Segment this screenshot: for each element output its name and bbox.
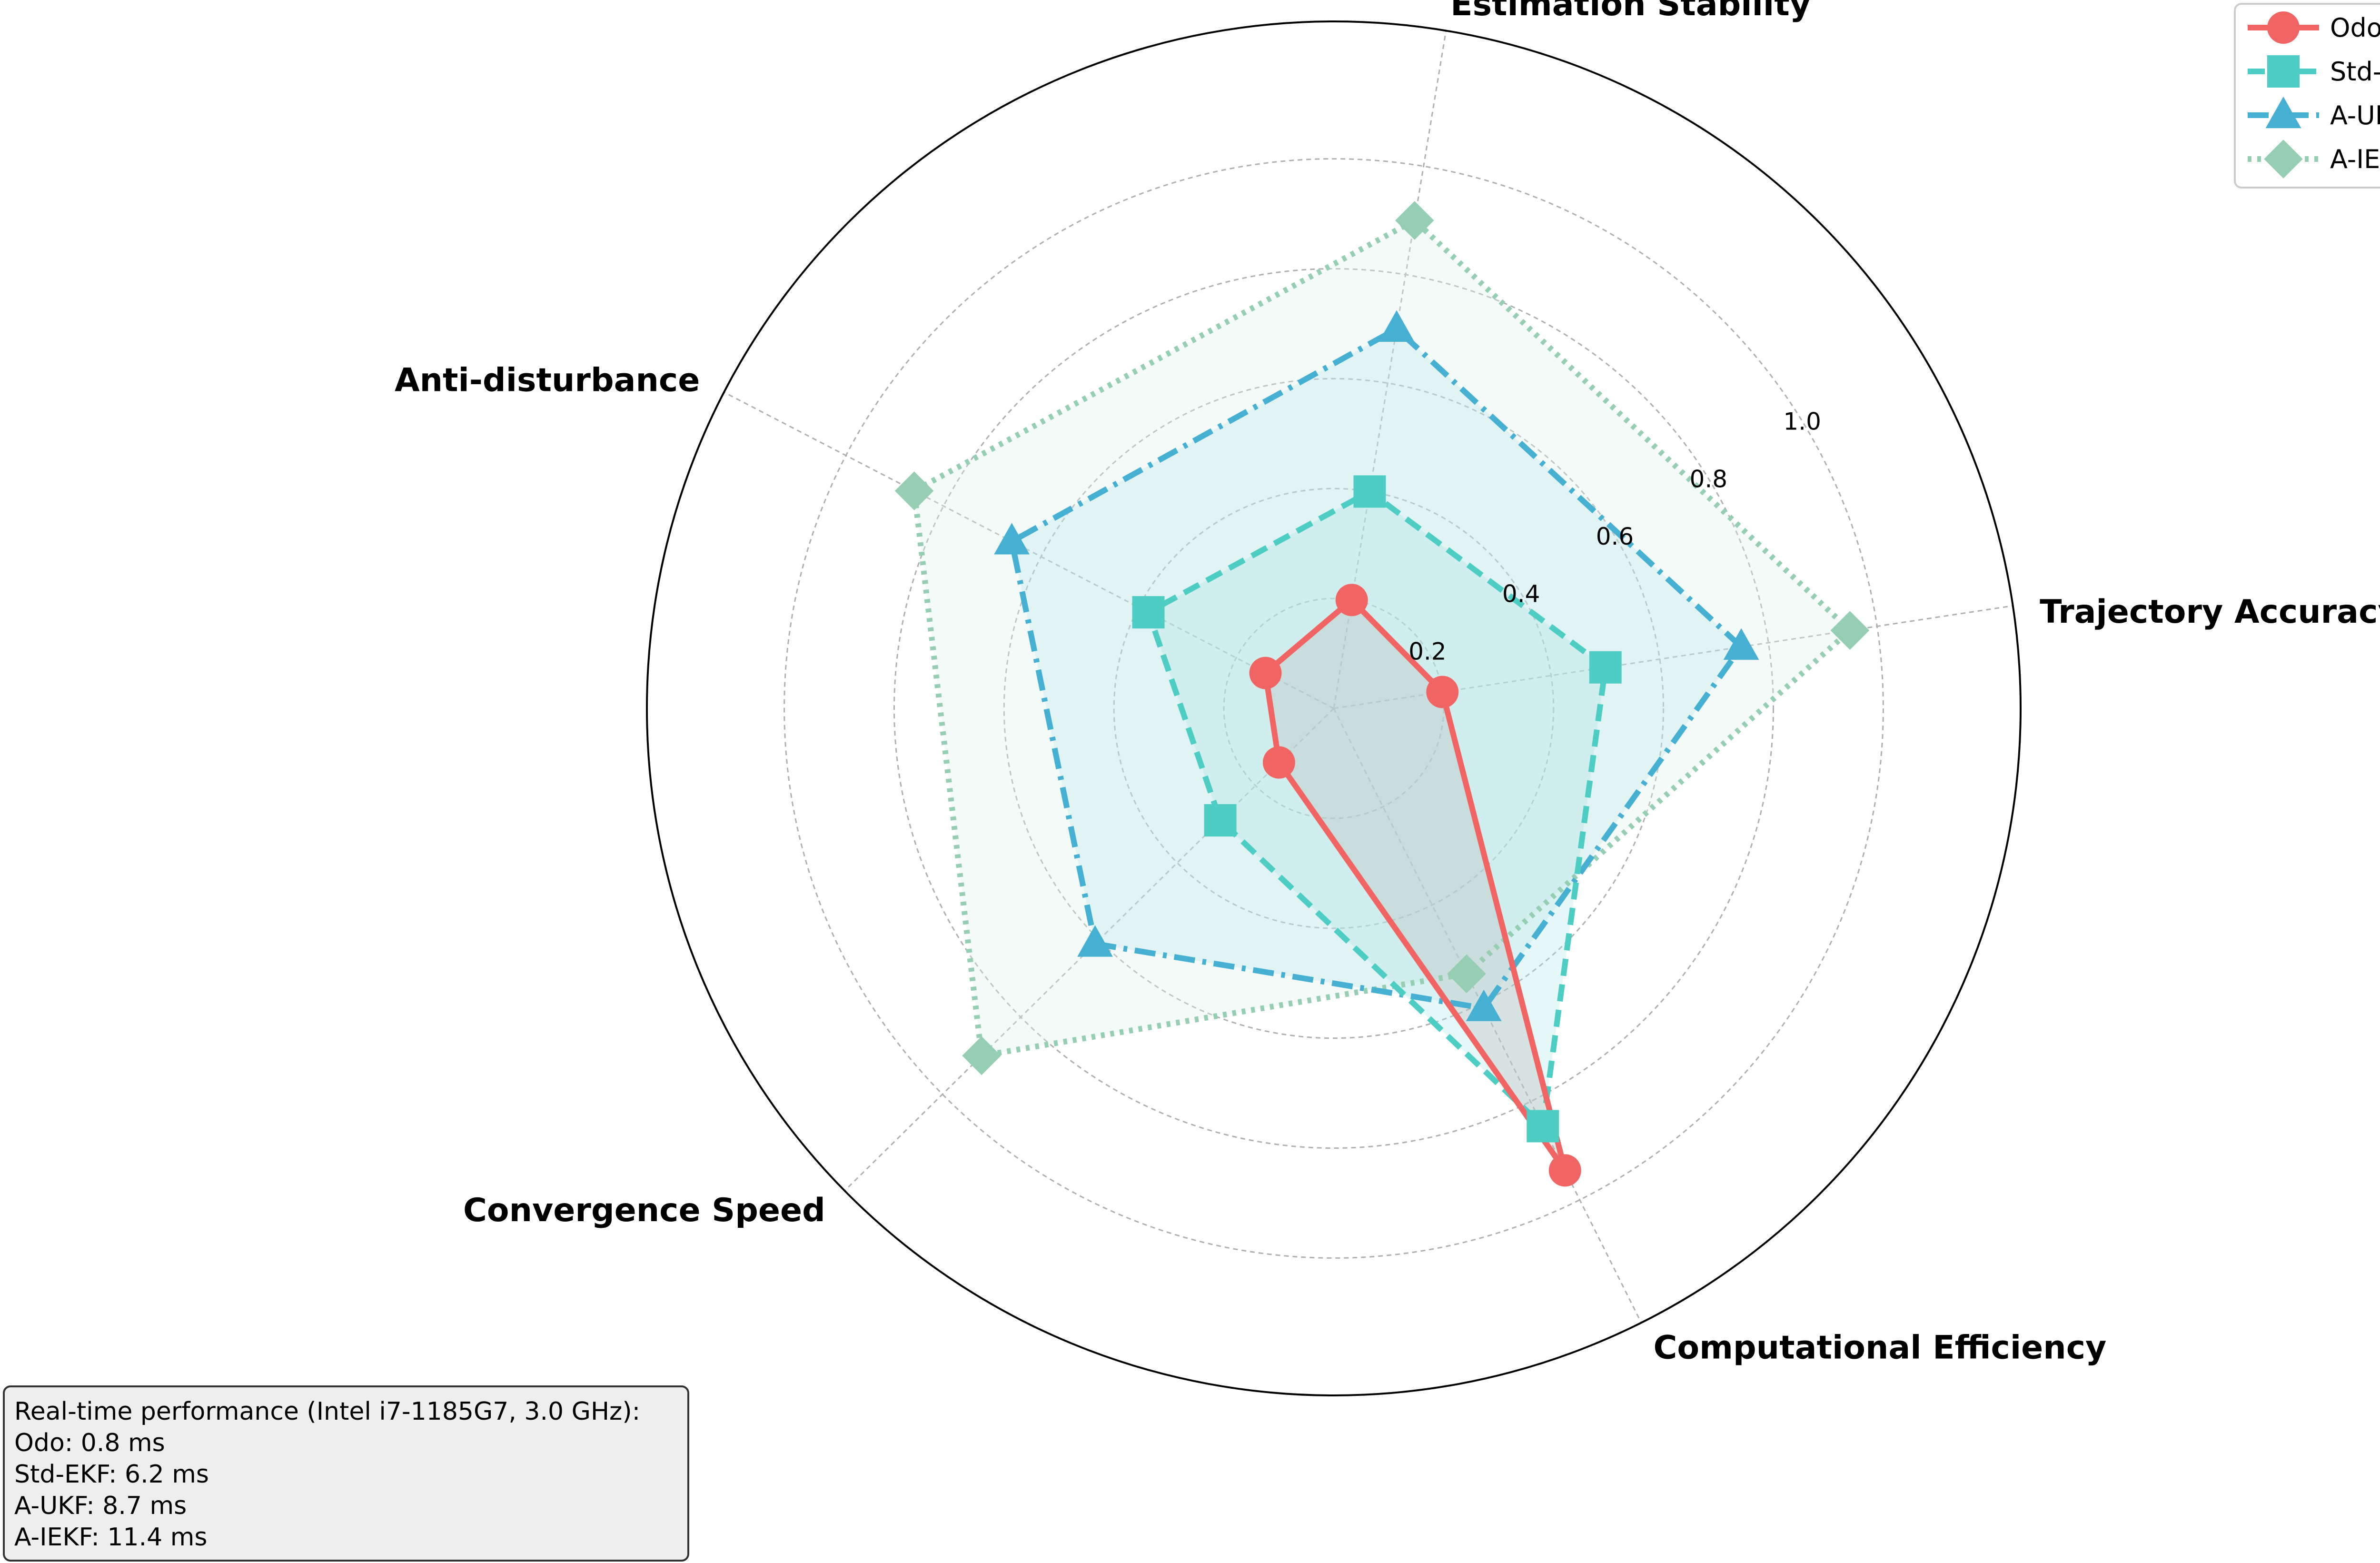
series-lines bbox=[911, 218, 1853, 1174]
tick-label-3: 0.8 bbox=[1690, 465, 1728, 493]
grid-ring-1 bbox=[1113, 488, 1555, 929]
grid-ring-3 bbox=[893, 268, 1775, 1149]
axis-label-4: Computational Efficiency bbox=[1654, 1329, 2107, 1366]
legend-box bbox=[2234, 3, 2380, 189]
legend-marker-Odo bbox=[2267, 11, 2300, 44]
radial-tick-labels: 0.2 0.4 0.6 0.8 1.0 bbox=[1408, 408, 1821, 666]
legend-label-A-UKF: A-UKF bbox=[2330, 100, 2380, 130]
spoke-2 bbox=[724, 391, 1334, 709]
tick-label-0: 0.2 bbox=[1408, 637, 1447, 665]
marker-A-IEKF-1 bbox=[1395, 201, 1434, 240]
marker-A-UKF-4 bbox=[1466, 989, 1502, 1021]
line-A-IEKF bbox=[911, 218, 1853, 1059]
grid-ring-4 bbox=[783, 158, 1884, 1259]
marker-A-IEKF-0 bbox=[1830, 611, 1870, 650]
fill-A-IEKF bbox=[914, 220, 1850, 1056]
legend: Odo Std-EKF A-UKF A-IEKF bbox=[2234, 3, 2380, 189]
marker-Odo-2 bbox=[1249, 657, 1282, 689]
legend-entry-A-IEKF: A-IEKF bbox=[2248, 139, 2380, 179]
legend-label-Std-EKF: Std-EKF bbox=[2330, 57, 2380, 87]
legend-marker-A-IEKF bbox=[2264, 139, 2303, 179]
axis-label-0: Trajectory Accuracy bbox=[2040, 593, 2380, 631]
marker-Std-EKF-0 bbox=[1589, 651, 1622, 684]
line-Std-EKF bbox=[1145, 488, 1608, 1129]
marker-A-UKF-0 bbox=[1723, 628, 1759, 660]
marker-Std-EKF-4 bbox=[1527, 1110, 1559, 1143]
legend-entry-Odo: Odo bbox=[2248, 11, 2380, 44]
axis-label-1: Estimation Stability bbox=[1450, 0, 1811, 23]
marker-Std-EKF-3 bbox=[1204, 804, 1237, 837]
marker-A-UKF-3 bbox=[1077, 925, 1113, 957]
note-line-3: A-UKF: 8.7 ms bbox=[14, 1492, 187, 1520]
marker-Odo-3 bbox=[1262, 746, 1295, 779]
marker-Odo-0 bbox=[1426, 676, 1459, 708]
marker-Odo-4 bbox=[1548, 1154, 1581, 1187]
series-fills bbox=[914, 220, 1850, 1171]
grid-ring-2 bbox=[1003, 378, 1665, 1039]
series-markers bbox=[894, 201, 1870, 1187]
line-A-UKF bbox=[1009, 326, 1745, 1011]
tick-label-1: 0.4 bbox=[1502, 580, 1540, 608]
marker-A-IEKF-2 bbox=[894, 471, 934, 510]
marker-Std-EKF-1 bbox=[1353, 475, 1386, 508]
legend-entry-Std-EKF: Std-EKF bbox=[2248, 55, 2380, 88]
marker-A-IEKF-3 bbox=[962, 1036, 1001, 1075]
fill-Odo bbox=[1265, 600, 1565, 1171]
performance-note: Real-time performance (Intel i7-1185G7, … bbox=[3, 1385, 689, 1562]
legend-label-A-IEKF: A-IEKF bbox=[2330, 144, 2380, 174]
line-Odo bbox=[1262, 597, 1568, 1174]
legend-label-Odo: Odo bbox=[2330, 13, 2380, 43]
axis-labels: Trajectory Accuracy Estimation Stability A… bbox=[395, 0, 2380, 1366]
note-box bbox=[3, 1385, 689, 1562]
marker-A-UKF-1 bbox=[1378, 310, 1415, 342]
fill-Std-EKF bbox=[1148, 491, 1606, 1126]
marker-A-UKF-2 bbox=[994, 523, 1030, 555]
legend-marker-A-UKF bbox=[2265, 96, 2301, 129]
note-line-2: Std-EKF: 6.2 ms bbox=[14, 1460, 209, 1489]
note-line-4: A-IEKF: 11.4 ms bbox=[14, 1523, 207, 1552]
grid-ring-0 bbox=[1223, 597, 1445, 819]
legend-entry-A-UKF: A-UKF bbox=[2248, 96, 2380, 130]
marker-A-IEKF-4 bbox=[1447, 954, 1486, 994]
tick-label-2: 0.6 bbox=[1596, 523, 1634, 550]
axis-label-2: Anti-disturbance bbox=[395, 362, 700, 399]
legend-marker-Std-EKF bbox=[2267, 55, 2300, 88]
axis-label-3: Convergence Speed bbox=[463, 1192, 825, 1229]
fill-A-UKF bbox=[1012, 329, 1742, 1008]
note-line-1: Odo: 0.8 ms bbox=[14, 1429, 165, 1457]
tick-label-4: 1.0 bbox=[1783, 408, 1821, 436]
note-line-0: Real-time performance (Intel i7-1185G7, … bbox=[14, 1397, 640, 1426]
marker-Std-EKF-2 bbox=[1132, 596, 1165, 629]
outer-ring bbox=[646, 20, 2022, 1396]
marker-Odo-1 bbox=[1335, 584, 1368, 617]
